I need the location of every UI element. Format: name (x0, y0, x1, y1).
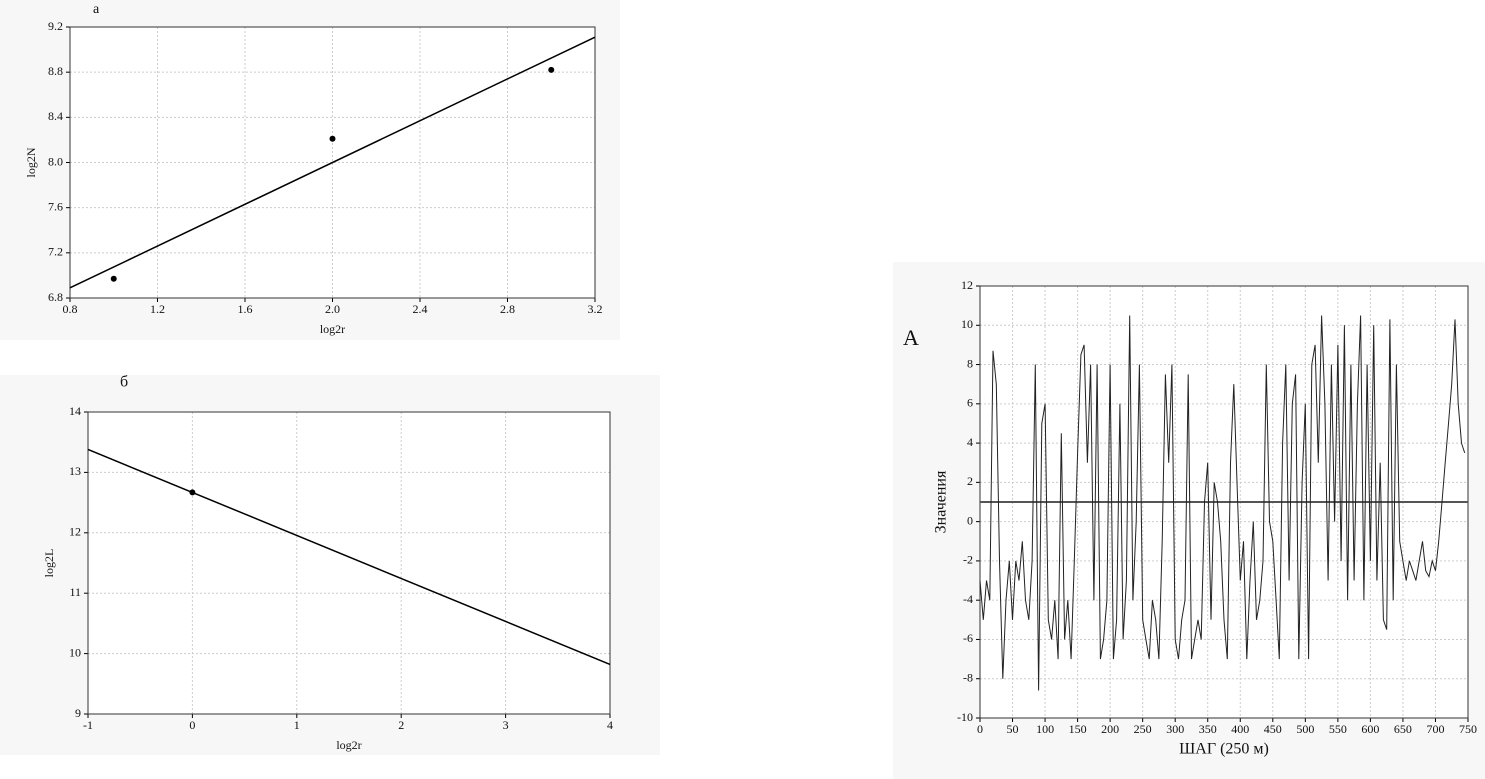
y-tick-label: 7.6 (48, 199, 63, 213)
x-tick-label: 1.6 (238, 302, 253, 316)
x-tick-label: 500 (1296, 722, 1314, 736)
y-tick-label: 2 (967, 474, 973, 488)
y-tick-label: 8.4 (48, 109, 63, 123)
y-tick-label: 13 (69, 464, 81, 478)
x-tick-label: 2.0 (325, 302, 340, 316)
x-axis-label: ШАГ (250 м) (1179, 741, 1269, 758)
x-tick-label: 2 (398, 718, 404, 732)
x-tick-label: 750 (1459, 722, 1477, 736)
y-tick-label: 10 (69, 645, 81, 659)
x-tick-label: -1 (83, 718, 93, 732)
y-tick-label: 12 (69, 525, 81, 539)
y-axis-label: Значения (933, 470, 950, 533)
plot-area (88, 412, 610, 714)
chart-title: а (93, 2, 100, 17)
x-tick-label: 0 (189, 718, 195, 732)
y-tick-label: 0 (967, 513, 973, 527)
x-axis-label: log2r (320, 322, 345, 336)
y-tick-label: 4 (967, 435, 973, 449)
chart-title: A (903, 325, 919, 350)
x-tick-label: 0 (977, 722, 983, 736)
x-axis-label: log2r (336, 738, 361, 752)
x-tick-label: 550 (1329, 722, 1347, 736)
x-tick-label: 2.4 (413, 302, 428, 316)
y-tick-label: 11 (69, 585, 81, 599)
x-tick-label: 1.2 (150, 302, 165, 316)
x-tick-label: 700 (1426, 722, 1444, 736)
y-tick-label: 6 (967, 396, 973, 410)
x-tick-label: 150 (1069, 722, 1087, 736)
point (189, 489, 196, 496)
x-tick-label: 4 (607, 718, 613, 732)
fit-line (69, 36, 596, 289)
y-tick-label: -10 (957, 710, 973, 724)
data-line (979, 315, 1466, 691)
y-tick-label: 8.8 (48, 64, 63, 78)
y-tick-label: 10 (961, 317, 973, 331)
x-tick-label: 300 (1166, 722, 1184, 736)
y-tick-label: -4 (963, 592, 973, 606)
x-tick-label: 2.8 (500, 302, 515, 316)
x-tick-label: 3.2 (588, 302, 603, 316)
point (110, 275, 117, 282)
x-tick-label: 450 (1264, 722, 1282, 736)
x-tick-label: 400 (1231, 722, 1249, 736)
y-axis-label: log2N (24, 147, 38, 177)
chart-title: б (120, 374, 128, 391)
y-tick-label: -2 (963, 553, 973, 567)
x-tick-label: 200 (1101, 722, 1119, 736)
y-axis-label: log2L (42, 549, 56, 578)
x-tick-label: 50 (1007, 722, 1019, 736)
x-tick-label: 350 (1199, 722, 1217, 736)
y-tick-label: 12 (961, 278, 973, 292)
x-tick-label: 1 (294, 718, 300, 732)
y-tick-label: 6.8 (48, 290, 63, 304)
point (329, 135, 336, 142)
y-tick-label: 8 (967, 356, 973, 370)
y-tick-label: 7.2 (48, 245, 63, 259)
x-tick-label: 100 (1036, 722, 1054, 736)
y-tick-label: -8 (963, 670, 973, 684)
x-tick-label: 650 (1394, 722, 1412, 736)
x-tick-label: 250 (1134, 722, 1152, 736)
fit-line (87, 448, 611, 666)
plot-border (87, 411, 611, 715)
y-tick-label: 9 (75, 706, 81, 720)
x-tick-label: 600 (1361, 722, 1379, 736)
point (548, 66, 555, 73)
plot-border (69, 26, 596, 299)
y-tick-label: 14 (69, 404, 81, 418)
y-tick-label: 8.0 (48, 154, 63, 168)
x-tick-label: 3 (503, 718, 509, 732)
y-tick-label: -6 (963, 631, 973, 645)
y-tick-label: 9.2 (48, 19, 63, 33)
x-tick-label: 0.8 (63, 302, 78, 316)
